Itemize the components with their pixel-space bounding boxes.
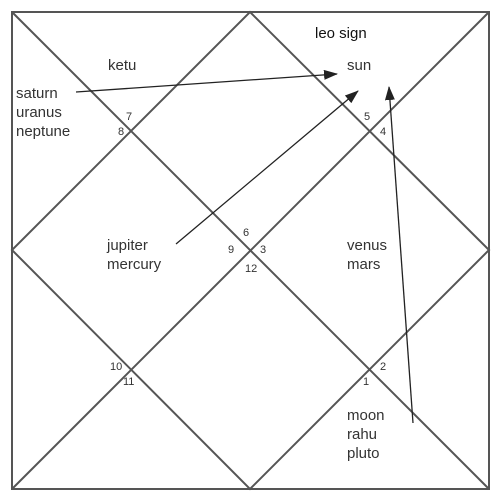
house-number-1: 1: [363, 376, 369, 388]
planet-ketu: ketu: [108, 57, 136, 74]
house-number-4: 4: [380, 126, 386, 138]
house-number-8: 8: [118, 126, 124, 138]
planet-uranus: uranus: [16, 104, 62, 121]
planet-neptune: neptune: [16, 123, 70, 140]
planet-rahu: rahu: [347, 426, 377, 443]
chart-title: leo sign: [315, 25, 367, 42]
planet-mercury: mercury: [107, 256, 162, 273]
planet-mars: mars: [347, 256, 380, 273]
arrow-saturn-to-sun: [75, 69, 338, 93]
inner-diamond: [10, 10, 491, 491]
planet-jupiter: jupiter: [106, 237, 148, 254]
house-number-11: 11: [123, 376, 134, 388]
planet-moon: moon: [347, 407, 385, 424]
house-number-5: 5: [364, 111, 370, 123]
house-number-6: 6: [243, 227, 249, 239]
house-number-3: 3: [260, 244, 266, 256]
planet-saturn: saturn: [16, 85, 58, 102]
planet-sun: sun: [347, 57, 371, 74]
arrows: [75, 69, 414, 424]
arrow-jupiter-to-sun: [175, 90, 359, 245]
chart-grid: [10, 10, 491, 491]
house-number-10: 10: [110, 361, 122, 373]
planet-pluto: pluto: [347, 445, 380, 462]
arrow-moon-to-sun: [384, 86, 414, 424]
house-number-12: 12: [245, 263, 257, 275]
house-number-7: 7: [126, 111, 132, 123]
house-number-9: 9: [228, 244, 234, 256]
diagonal-anti: [11, 11, 490, 490]
planet-venus: venus: [347, 237, 387, 254]
house-number-2: 2: [380, 361, 386, 373]
